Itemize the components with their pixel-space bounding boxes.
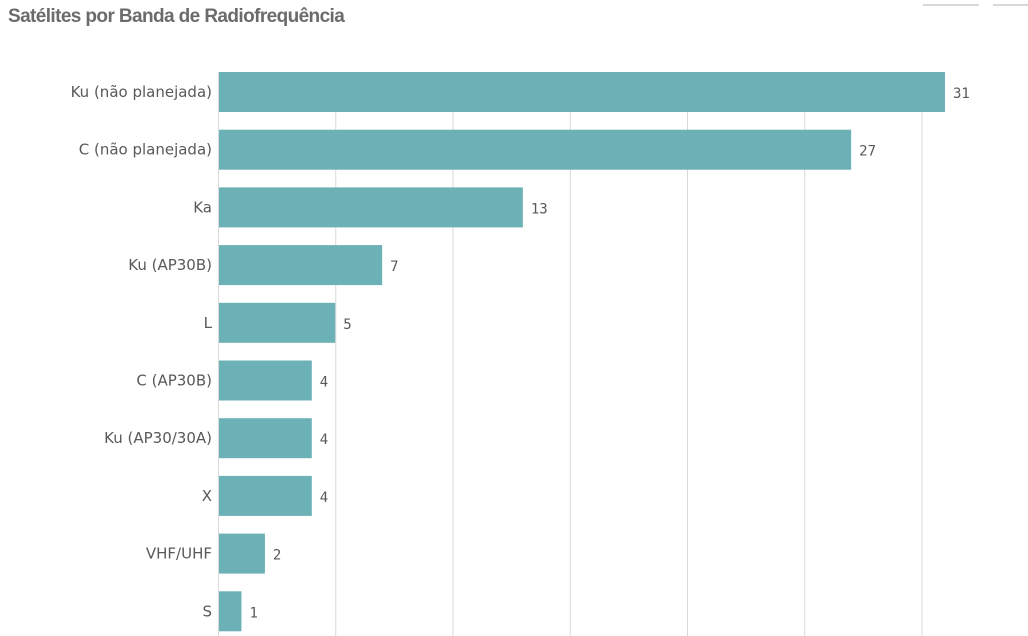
- bar-group[interactable]: Ku (não planejada) 31: [71, 72, 970, 112]
- category-label: L: [204, 314, 213, 332]
- bar-group[interactable]: C (não planejada) 27: [79, 129, 876, 170]
- bar-group[interactable]: Ka 13: [193, 187, 548, 228]
- category-label: S: [202, 602, 212, 620]
- bar-group[interactable]: C (AP30B) 4: [136, 360, 328, 401]
- category-label: Ka: [193, 198, 212, 216]
- bar[interactable]: [219, 475, 312, 516]
- bar[interactable]: [219, 418, 312, 459]
- window-control-minimize[interactable]: [923, 4, 979, 6]
- bar[interactable]: [219, 245, 383, 286]
- category-label: Ku (não planejada): [71, 83, 212, 101]
- bar[interactable]: [219, 129, 852, 170]
- bar[interactable]: [219, 533, 265, 574]
- category-label: VHF/UHF: [146, 545, 212, 563]
- category-label: C (não planejada): [79, 141, 212, 159]
- value-label: 4: [320, 375, 328, 391]
- value-label: 4: [320, 432, 328, 448]
- bar-group[interactable]: Ku (AP30B) 7: [128, 245, 399, 286]
- bar[interactable]: [219, 360, 312, 401]
- value-label: 7: [390, 259, 398, 275]
- bar-group[interactable]: Ku (AP30/30A) 4: [104, 418, 328, 459]
- category-label: Ku (AP30/30A): [104, 429, 212, 447]
- value-label: 1: [249, 605, 257, 621]
- bar[interactable]: [219, 302, 336, 343]
- value-label: 13: [531, 201, 548, 217]
- value-label: 31: [953, 86, 970, 102]
- bar[interactable]: [219, 591, 242, 632]
- chart-title: Satélites por Banda de Radiofrequência: [8, 6, 345, 27]
- value-label: 4: [320, 490, 328, 506]
- bar[interactable]: [219, 72, 945, 112]
- category-label: X: [202, 487, 212, 505]
- category-label: C (AP30B): [136, 372, 212, 390]
- bar[interactable]: [219, 187, 523, 228]
- category-label: Ku (AP30B): [128, 256, 212, 274]
- value-label: 5: [343, 317, 351, 333]
- value-label: 2: [273, 548, 281, 564]
- bar-group[interactable]: VHF/UHF 2: [146, 533, 281, 574]
- value-label: 27: [859, 144, 876, 160]
- window-control-expand[interactable]: [993, 4, 1028, 6]
